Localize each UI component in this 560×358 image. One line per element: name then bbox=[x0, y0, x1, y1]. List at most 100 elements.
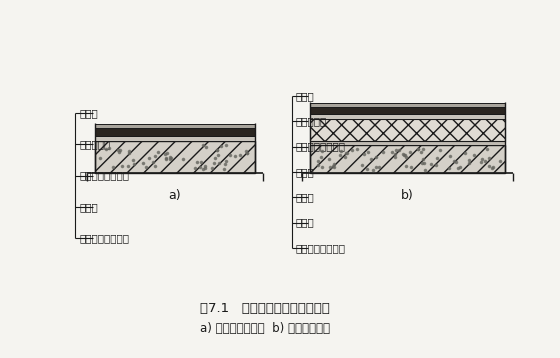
Point bbox=[390, 151, 399, 156]
Point bbox=[485, 163, 494, 169]
Point bbox=[125, 149, 134, 154]
Point bbox=[347, 147, 356, 153]
Point bbox=[488, 165, 497, 170]
Point bbox=[371, 164, 380, 170]
Point bbox=[138, 160, 147, 166]
Point bbox=[148, 160, 157, 165]
Point bbox=[337, 148, 346, 154]
Point bbox=[161, 151, 170, 156]
Point bbox=[431, 162, 440, 168]
Point bbox=[167, 155, 176, 161]
Text: b): b) bbox=[401, 189, 414, 202]
Point bbox=[402, 154, 410, 160]
Point bbox=[456, 164, 465, 170]
Point bbox=[330, 164, 339, 170]
Point bbox=[445, 153, 454, 159]
Point bbox=[198, 166, 207, 172]
Point bbox=[242, 150, 251, 156]
Bar bbox=[310, 119, 505, 141]
Point bbox=[427, 161, 436, 167]
Point bbox=[198, 142, 207, 147]
Point bbox=[362, 166, 371, 172]
Point bbox=[420, 167, 429, 173]
Point bbox=[116, 147, 125, 153]
Bar bbox=[310, 107, 505, 114]
Text: 找平层: 找平层 bbox=[79, 202, 98, 212]
Bar bbox=[95, 141, 255, 173]
Text: 找平层: 找平层 bbox=[296, 167, 315, 177]
Text: 保护层: 保护层 bbox=[79, 108, 98, 118]
Point bbox=[118, 163, 127, 169]
Point bbox=[391, 154, 400, 160]
Point bbox=[195, 165, 204, 170]
Point bbox=[243, 150, 252, 155]
Point bbox=[241, 148, 250, 154]
Point bbox=[481, 158, 490, 164]
Point bbox=[336, 153, 345, 158]
Bar bbox=[95, 136, 255, 141]
Point bbox=[129, 157, 138, 163]
Bar bbox=[310, 114, 505, 119]
Point bbox=[435, 147, 444, 153]
Point bbox=[201, 165, 210, 170]
Point bbox=[162, 156, 171, 161]
Point bbox=[163, 151, 172, 156]
Point bbox=[489, 164, 498, 170]
Bar bbox=[310, 119, 505, 141]
Point bbox=[364, 149, 373, 155]
Point bbox=[217, 144, 226, 149]
Point bbox=[343, 150, 352, 156]
Point bbox=[212, 147, 221, 153]
Point bbox=[114, 149, 123, 155]
Point bbox=[371, 154, 380, 160]
Point bbox=[330, 161, 339, 166]
Point bbox=[407, 164, 416, 170]
Point bbox=[417, 149, 426, 155]
Point bbox=[316, 154, 325, 160]
Text: 卷材防水层: 卷材防水层 bbox=[79, 139, 110, 149]
Point bbox=[166, 154, 175, 160]
Point bbox=[202, 144, 211, 149]
Point bbox=[179, 156, 188, 162]
Point bbox=[461, 150, 470, 156]
Point bbox=[210, 160, 219, 165]
Point bbox=[318, 148, 327, 154]
Point bbox=[433, 155, 442, 161]
Point bbox=[388, 149, 396, 155]
Point bbox=[235, 153, 244, 158]
Point bbox=[484, 155, 493, 161]
Point bbox=[453, 165, 462, 170]
Point bbox=[318, 164, 326, 169]
Point bbox=[96, 155, 105, 161]
Point bbox=[464, 160, 473, 166]
Point bbox=[398, 151, 407, 157]
Text: 保护层: 保护层 bbox=[296, 91, 315, 101]
Point bbox=[476, 159, 485, 165]
Point bbox=[314, 158, 323, 164]
Text: 卷材防水层: 卷材防水层 bbox=[296, 116, 327, 126]
Point bbox=[144, 155, 153, 161]
Point bbox=[413, 146, 422, 152]
Point bbox=[357, 162, 366, 168]
Point bbox=[109, 164, 118, 170]
Point bbox=[214, 160, 223, 166]
Point bbox=[123, 163, 132, 169]
Text: a): a) bbox=[169, 189, 181, 202]
Bar bbox=[310, 103, 505, 107]
Point bbox=[450, 158, 459, 164]
Point bbox=[329, 163, 338, 169]
Point bbox=[104, 145, 113, 151]
Point bbox=[379, 149, 388, 155]
Bar bbox=[95, 141, 255, 173]
Point bbox=[444, 165, 453, 171]
Point bbox=[418, 160, 427, 166]
Point bbox=[342, 150, 351, 156]
Point bbox=[375, 164, 384, 170]
Text: 钢筋混凝土承重层: 钢筋混凝土承重层 bbox=[79, 233, 129, 243]
Text: 冷底子油、结合层: 冷底子油、结合层 bbox=[296, 142, 346, 152]
Point bbox=[124, 150, 133, 156]
Point bbox=[402, 163, 411, 169]
Bar bbox=[95, 128, 255, 136]
Point bbox=[470, 153, 479, 158]
Point bbox=[151, 153, 160, 159]
